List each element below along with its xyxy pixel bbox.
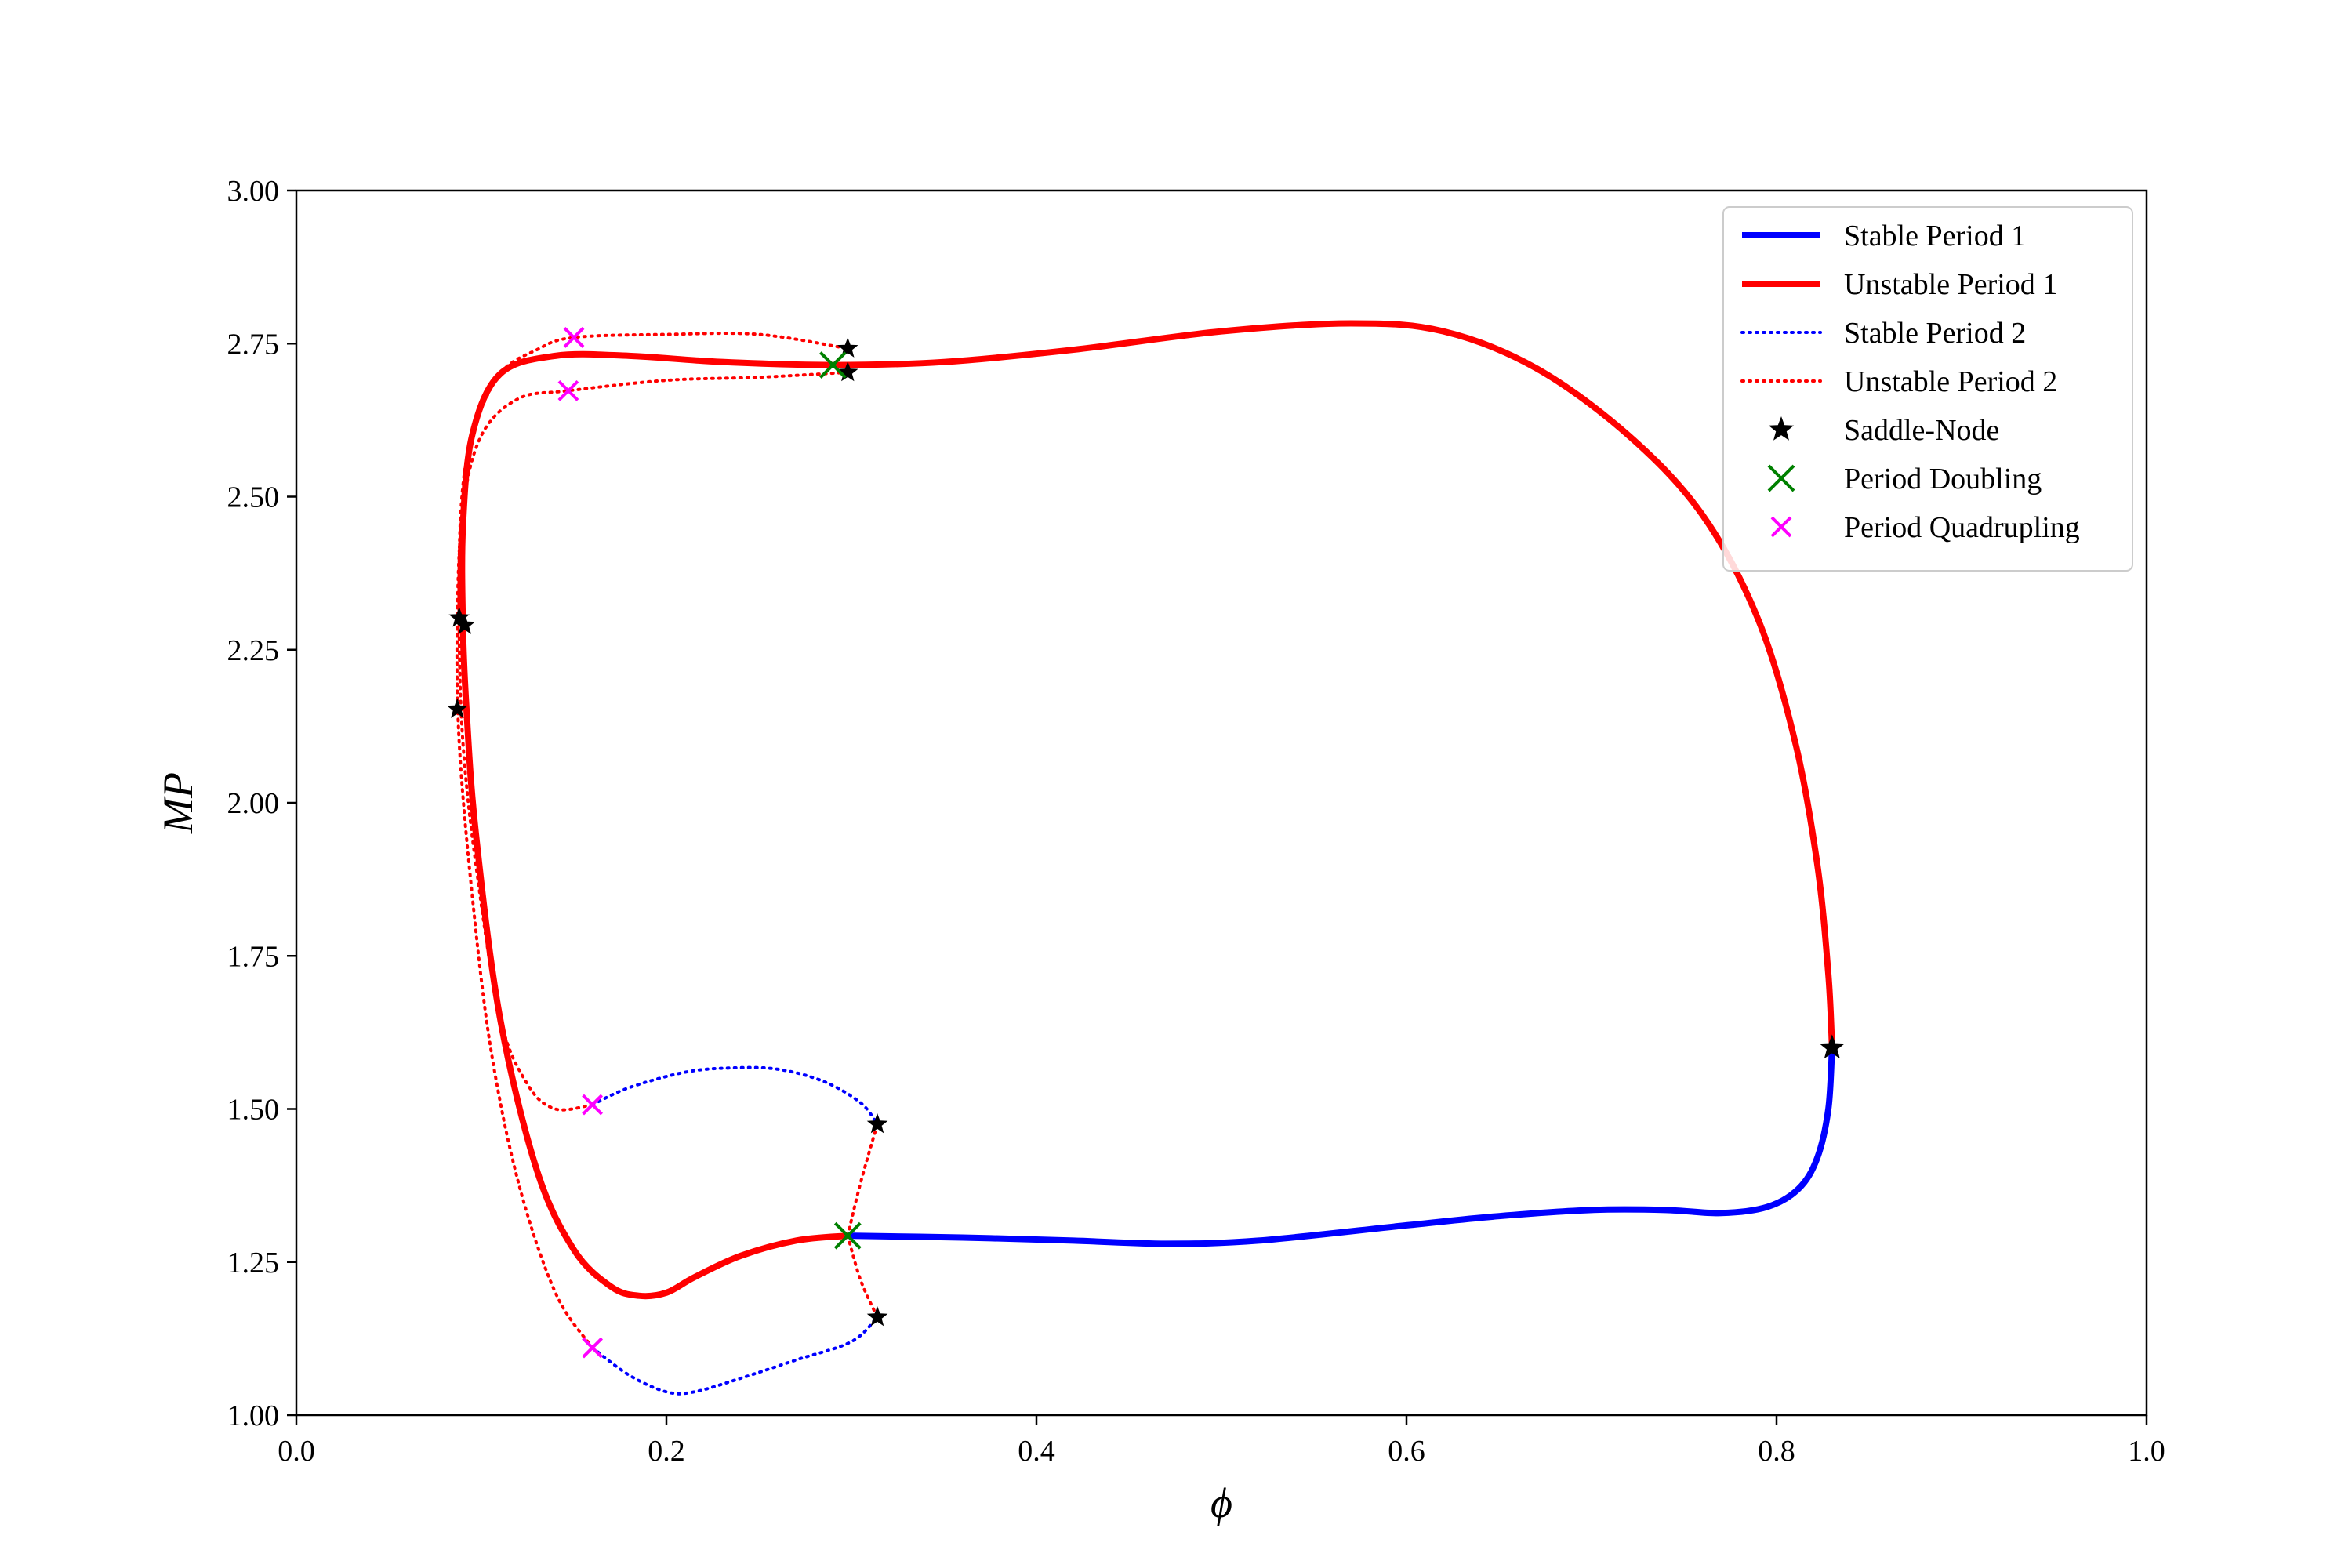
period-quadrupling-point-2: [582, 1094, 604, 1116]
x-axis-ticks: 0.0 0.2 0.4 0.6 0.8 1.0: [278, 1415, 2165, 1468]
legend-label-period-doubling: Period Doubling: [1844, 463, 2042, 495]
y-tick-label: 1.00: [227, 1399, 280, 1432]
x-tick-label: 0.4: [1018, 1435, 1055, 1468]
period-doubling-point-1: [833, 1221, 862, 1250]
stable-period-2-curve-1: [590, 1316, 880, 1396]
plot-markers: [447, 327, 1845, 1359]
x-axis-label: ϕ: [1210, 1479, 1232, 1526]
legend-label-saddle-node: Saddle-Node: [1844, 414, 1999, 447]
legend-swatch-saddle-node: [1768, 416, 1795, 441]
legend-swatch-period-quadrupling: [1770, 516, 1792, 538]
unstable-period-2-curve-2: [457, 332, 850, 1112]
y-tick-label: 2.75: [227, 328, 280, 361]
unstable-period-2-curve-1: [846, 1234, 880, 1319]
period-quadrupling-point-0: [563, 327, 585, 348]
period-doubling-point-0: [818, 351, 847, 379]
x-tick-label: 0.2: [648, 1435, 685, 1468]
y-tick-label: 2.00: [227, 787, 280, 820]
period-quadrupling-point-3: [582, 1337, 604, 1359]
legend-label-stable-period-1: Stable Period 1: [1844, 220, 2026, 252]
plot-curves: [455, 320, 1835, 1396]
x-tick-label: 0.6: [1388, 1435, 1425, 1468]
saddle-node-point-0: [1819, 1034, 1845, 1059]
saddle-node-point-7: [866, 1306, 888, 1327]
x-tick-label: 0.8: [1758, 1435, 1795, 1468]
y-axis-label: MP: [154, 772, 201, 834]
legend-label-unstable-period-2: Unstable Period 2: [1844, 365, 2057, 398]
stable-period-2-curve-0: [590, 1065, 880, 1127]
legend-label-period-quadrupling: Period Quadrupling: [1844, 511, 2080, 544]
unstable-period-2-curve-0: [846, 1123, 880, 1238]
period-quadrupling-point-1: [557, 379, 579, 401]
legend-label-stable-period-2: Stable Period 2: [1844, 317, 2026, 350]
legend-box: [1722, 206, 2133, 572]
x-tick-label: 1.0: [2128, 1435, 2165, 1468]
saddle-node-point-4: [454, 614, 476, 634]
y-tick-label: 3.00: [227, 175, 280, 208]
y-tick-label: 2.25: [227, 634, 280, 667]
unstable-period-1-curve-0: [459, 320, 1835, 1300]
x-tick-label: 0.0: [278, 1435, 315, 1468]
unstable-period-2-curve-3: [455, 370, 850, 1350]
y-tick-label: 2.50: [227, 481, 280, 514]
y-tick-label: 1.75: [227, 940, 280, 973]
saddle-node-point-6: [866, 1113, 888, 1134]
y-axis-ticks: 1.00 1.25 1.50 1.75 2.00 2.25 2.50 2.75 3.00: [227, 175, 296, 1432]
saddle-node-point-3: [448, 607, 470, 627]
saddle-node-point-1: [837, 337, 858, 358]
legend-swatch-period-doubling: [1767, 464, 1795, 492]
saddle-node-point-2: [837, 361, 858, 382]
saddle-node-point-5: [447, 698, 468, 718]
legend: Stable Period 1 Unstable Period 1 Stable P…: [1722, 206, 2133, 572]
legend-label-unstable-period-1: Unstable Period 1: [1844, 268, 2057, 301]
y-tick-label: 1.25: [227, 1247, 280, 1279]
stable-period-1-curve-0: [848, 1047, 1835, 1247]
y-tick-label: 1.50: [227, 1094, 280, 1127]
